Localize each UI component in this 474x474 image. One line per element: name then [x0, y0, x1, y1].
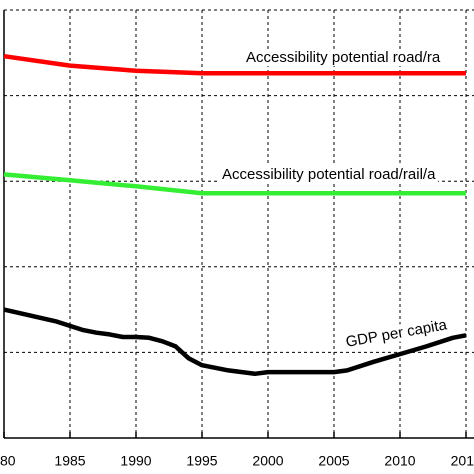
- x-tick-label: 1995: [186, 453, 217, 469]
- x-tick-label: 201: [451, 453, 474, 469]
- series-line: [3, 172, 466, 196]
- x-tick-label: 80: [0, 453, 16, 469]
- x-tick-label: 2000: [252, 453, 283, 469]
- series-label: Accessibility potential road/rail/a: [222, 166, 436, 183]
- series-label: Accessibility potential road/ra: [246, 49, 441, 66]
- label-background: [244, 48, 443, 66]
- series-line: [3, 307, 467, 377]
- x-tick-label: 1990: [120, 453, 151, 469]
- x-tick-label: 2005: [318, 453, 349, 469]
- x-tick-label: 2010: [384, 453, 415, 469]
- label-background: [342, 315, 451, 352]
- x-tick-label: 1985: [54, 453, 85, 469]
- label-background: [220, 165, 439, 183]
- series-line: [3, 53, 466, 76]
